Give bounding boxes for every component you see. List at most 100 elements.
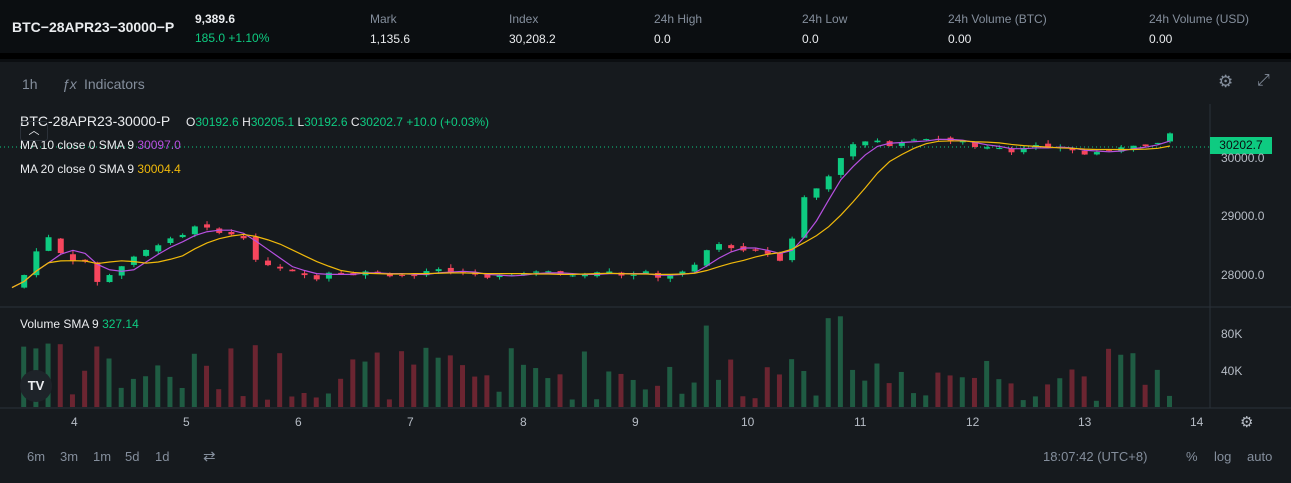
time-tick: 13 xyxy=(1078,415,1092,429)
stat-24h-high: 24h High 0.0 xyxy=(654,12,703,46)
volume-bar xyxy=(289,396,295,407)
tradingview-logo-icon[interactable]: TV xyxy=(20,370,52,402)
candle-body xyxy=(240,236,247,239)
volume-bar xyxy=(971,377,977,407)
candle-body xyxy=(667,275,674,279)
percent-toggle[interactable]: % xyxy=(1186,449,1198,464)
volume-bar xyxy=(252,345,258,407)
volume-bar xyxy=(228,348,234,407)
candle-body xyxy=(630,274,637,276)
candle-body xyxy=(496,274,503,278)
candle-body xyxy=(984,147,991,149)
candle-body xyxy=(484,274,491,278)
volume-bar xyxy=(204,365,210,407)
collapse-legend-button[interactable]: ︿ xyxy=(20,121,48,141)
candle-body xyxy=(57,238,64,254)
volume-bar xyxy=(618,373,624,407)
volume-bar xyxy=(1154,369,1160,407)
candle-body xyxy=(399,274,406,276)
volume-bar xyxy=(484,375,490,407)
indicators-button[interactable]: Indicators xyxy=(84,76,145,92)
current-price-label: 30202.7 xyxy=(1210,137,1272,154)
volume-bar xyxy=(508,348,514,407)
candle-body xyxy=(386,273,393,277)
symbol-title[interactable]: BTC−28APR23−30000−P xyxy=(12,19,175,35)
fullscreen-icon[interactable]: ⤢ xyxy=(1257,72,1270,89)
volume-bar xyxy=(520,364,526,407)
volume-bar xyxy=(776,374,782,407)
candle-body xyxy=(45,237,52,251)
volume-bar xyxy=(898,371,904,407)
candle-body xyxy=(325,272,332,279)
candle-body xyxy=(94,262,101,282)
volume-bar xyxy=(533,368,539,407)
volume-bar xyxy=(472,376,478,407)
volume-bar xyxy=(850,369,856,407)
candle-body xyxy=(642,271,649,275)
candle-body xyxy=(130,256,137,265)
volume-bar xyxy=(996,379,1002,407)
legend-symbol: BTC-28APR23-30000-P xyxy=(20,113,171,129)
candle-body xyxy=(813,188,820,198)
candle-body xyxy=(1020,147,1027,153)
candle-body xyxy=(33,251,40,276)
stat-24h-low: 24h Low 0.0 xyxy=(802,12,848,46)
price-tick: 29000.0 xyxy=(1221,209,1265,223)
candle-body xyxy=(776,253,783,261)
volume-bar xyxy=(1020,400,1026,407)
range-5d-button[interactable]: 5d xyxy=(125,449,140,464)
volume-bar xyxy=(496,391,502,407)
range-3m-button[interactable]: 3m xyxy=(60,449,79,464)
stat-mark: Mark 1,135.6 xyxy=(370,12,411,46)
volume-bar xyxy=(825,318,831,407)
ticker-header: BTC−28APR23−30000−P 9,389.6 185.0 +1.10%… xyxy=(0,0,1291,56)
candle-body xyxy=(606,271,613,273)
candle-body xyxy=(764,250,771,254)
volume-bar xyxy=(411,364,417,407)
volume-bar xyxy=(143,376,149,407)
candle-body xyxy=(411,275,418,277)
candle-body xyxy=(801,197,808,238)
time-tick: 12 xyxy=(966,415,980,429)
auto-toggle[interactable]: auto xyxy=(1247,449,1273,464)
volume-bar xyxy=(447,355,453,407)
interval-button[interactable]: 1h xyxy=(22,76,38,92)
volume-bar xyxy=(984,360,990,407)
candle-body xyxy=(338,272,345,274)
volume-bar xyxy=(1008,383,1014,407)
candle-body xyxy=(1154,142,1161,144)
volume-bar xyxy=(155,365,161,407)
range-1d-button[interactable]: 1d xyxy=(155,449,170,464)
ma20-line xyxy=(11,140,1171,289)
candle-body xyxy=(374,271,381,273)
volume-bar xyxy=(703,325,709,407)
volume-bar xyxy=(106,358,112,407)
candle-body xyxy=(545,271,552,273)
candle-body xyxy=(911,139,918,141)
volume-bar xyxy=(69,394,75,407)
candle-body xyxy=(277,266,284,269)
date-range-icon[interactable]: ⇄ xyxy=(203,448,216,465)
volume-bar xyxy=(1069,369,1075,407)
time-tick: 11 xyxy=(854,415,867,429)
clock-display[interactable]: 18:07:42 (UTC+8) xyxy=(1043,449,1148,464)
candle-body xyxy=(837,158,844,175)
axis-settings-gear-icon[interactable]: ⚙ xyxy=(1240,414,1254,431)
settings-gear-icon[interactable]: ⚙ xyxy=(1218,72,1234,91)
volume-bar xyxy=(118,387,124,407)
volume-bar xyxy=(277,353,283,407)
range-1m-button[interactable]: 1m xyxy=(93,449,112,464)
candle-body xyxy=(703,250,710,266)
candle-body xyxy=(1106,149,1113,151)
log-toggle[interactable]: log xyxy=(1214,449,1232,464)
volume-bar xyxy=(179,387,185,407)
candle-body xyxy=(862,141,869,146)
candle-body xyxy=(898,142,905,146)
legend-ma10: MA 10 close 0 SMA 9 30097.0 xyxy=(20,138,181,152)
candle-body xyxy=(850,144,857,157)
time-tick: 10 xyxy=(741,415,755,429)
volume-bar xyxy=(167,376,173,407)
volume-bar xyxy=(1130,353,1136,407)
range-6m-button[interactable]: 6m xyxy=(27,449,46,464)
